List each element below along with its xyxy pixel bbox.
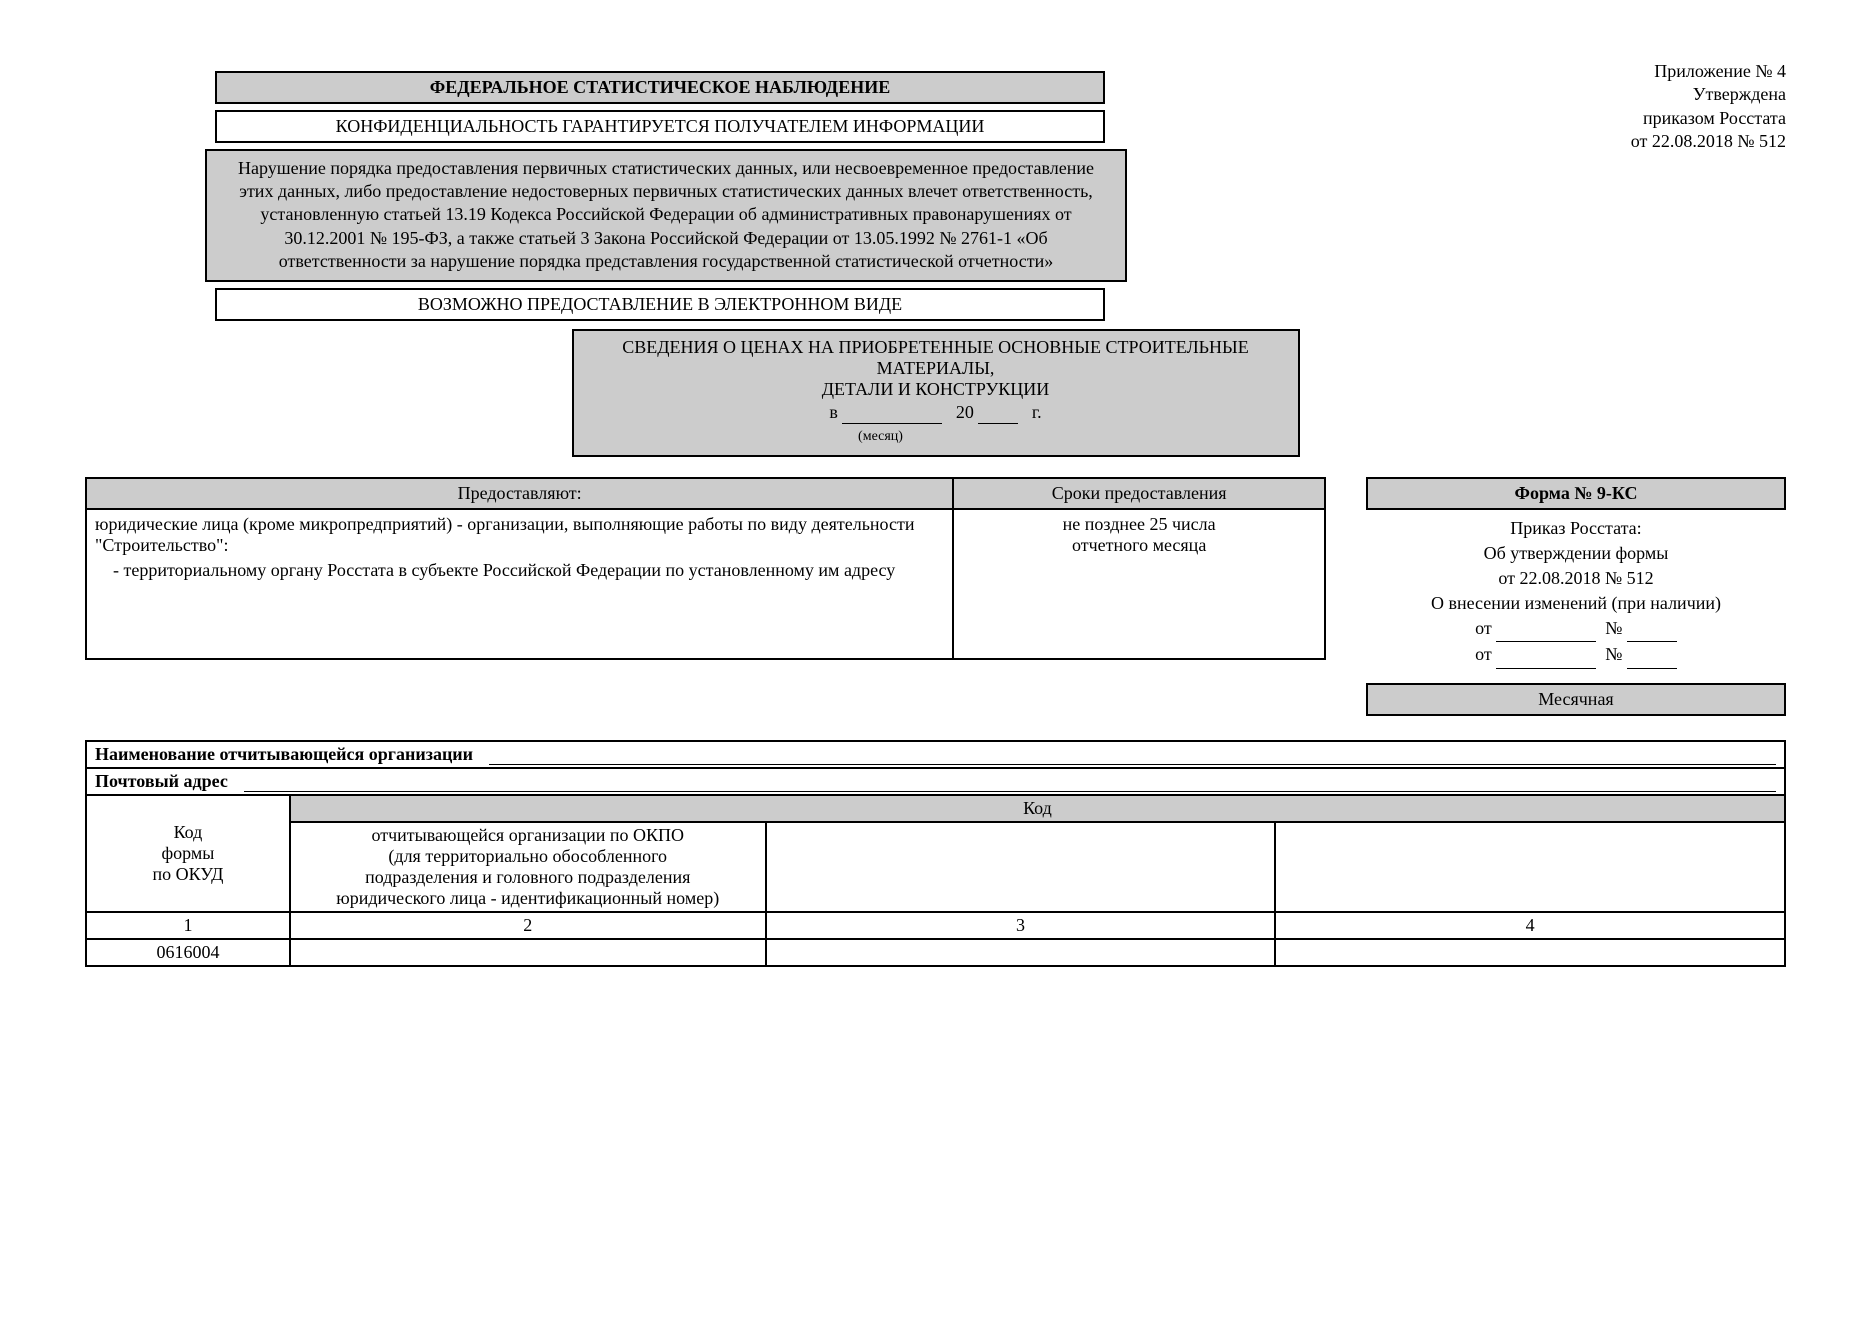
org-addr-field[interactable]: [244, 771, 1776, 792]
date-prefix: в: [829, 402, 838, 422]
code-col4-blank[interactable]: [1275, 822, 1785, 912]
okud-label-cell: Код формы по ОКУД: [86, 795, 290, 912]
org-name-label: Наименование отчитывающейся организации: [87, 742, 481, 767]
month-sub-label: (месяц): [831, 429, 931, 445]
colnum-2: 2: [290, 912, 766, 939]
form-line-4: О внесении изменений (при наличии): [1370, 591, 1782, 616]
form-date-blank-2[interactable]: [1496, 642, 1596, 668]
year-prefix: 20: [956, 402, 974, 422]
colnum-3: 3: [766, 912, 1276, 939]
provide-deadline-cell: не позднее 25 числа отчетного месяца: [953, 509, 1325, 659]
federal-title-box: ФЕДЕРАЛЬНОЕ СТАТИСТИЧЕСКОЕ НАБЛЮДЕНИЕ: [215, 71, 1105, 104]
federal-title-text: ФЕДЕРАЛЬНОЕ СТАТИСТИЧЕСКОЕ НАБЛЮДЕНИЕ: [430, 77, 890, 97]
form-box: Форма № 9-КС Приказ Росстата: Об утвержд…: [1366, 477, 1786, 716]
provide-col2-header: Сроки предоставления: [953, 478, 1325, 509]
form-num-blank-2[interactable]: [1627, 642, 1677, 668]
form-line-3: от 22.08.2018 № 512: [1370, 566, 1782, 591]
form-num-blank-1[interactable]: [1627, 616, 1677, 642]
provide-col1-header: Предоставляют:: [86, 478, 953, 509]
form-body: Приказ Росстата: Об утверждении формы от…: [1366, 510, 1786, 679]
provide-table-wrap: Предоставляют: Сроки предоставления юрид…: [85, 477, 1326, 660]
main-title-line-1: СВЕДЕНИЯ О ЦЕНАХ НА ПРИОБРЕТЕННЫЕ ОСНОВН…: [586, 337, 1286, 379]
okud-value: 0616004: [86, 939, 290, 966]
org-name-field[interactable]: [489, 744, 1776, 765]
code3-value[interactable]: [766, 939, 1276, 966]
date-line: в 20 г.: [586, 402, 1286, 424]
deadline-line-2: отчетного месяца: [962, 535, 1316, 556]
form-number: Форма № 9-КС: [1366, 477, 1786, 510]
confidentiality-box: КОНФИДЕНЦИАЛЬНОСТЬ ГАРАНТИРУЕТСЯ ПОЛУЧАТ…: [215, 110, 1105, 143]
header-area: ФЕДЕРАЛЬНОЕ СТАТИСТИЧЕСКОЕ НАБЛЮДЕНИЕ КО…: [85, 71, 1786, 457]
code4-value[interactable]: [1275, 939, 1785, 966]
electronic-box: ВОЗМОЖНО ПРЕДОСТАВЛЕНИЕ В ЭЛЕКТРОННОМ ВИ…: [215, 288, 1105, 321]
provide-body-line-2: - территориальному органу Росстата в суб…: [113, 560, 944, 581]
electronic-text: ВОЗМОЖНО ПРЕДОСТАВЛЕНИЕ В ЭЛЕКТРОННОМ ВИ…: [418, 294, 902, 314]
main-title-line-2: ДЕТАЛИ И КОНСТРУКЦИИ: [586, 379, 1286, 400]
code-col3-blank[interactable]: [766, 822, 1276, 912]
row-tables: Предоставляют: Сроки предоставления юрид…: [85, 477, 1786, 716]
date-suffix: г.: [1032, 402, 1042, 422]
form-date-blank-1[interactable]: [1496, 616, 1596, 642]
form-line-1: Приказ Росстата:: [1370, 516, 1782, 541]
confidentiality-text: КОНФИДЕНЦИАЛЬНОСТЬ ГАРАНТИРУЕТСЯ ПОЛУЧАТ…: [336, 116, 985, 136]
okpo-value[interactable]: [290, 939, 766, 966]
form-periodicity: Месячная: [1366, 683, 1786, 716]
form-line-2: Об утверждении формы: [1370, 541, 1782, 566]
year-blank[interactable]: [978, 402, 1018, 424]
org-table: Наименование отчитывающейся организации …: [85, 740, 1786, 967]
code-header: Код: [290, 795, 1785, 822]
provide-body-cell: юридические лица (кроме микропредприятий…: [86, 509, 953, 659]
month-blank[interactable]: [842, 402, 942, 424]
form-blank-row-1: от №: [1370, 616, 1782, 642]
colnum-1: 1: [86, 912, 290, 939]
provide-body-line-1: юридические лица (кроме микропредприятий…: [95, 514, 944, 556]
org-addr-label: Почтовый адрес: [87, 769, 236, 794]
okpo-label-cell: отчитывающейся организации по ОКПО (для …: [290, 822, 766, 912]
violation-box: Нарушение порядка предоставления первичн…: [205, 149, 1127, 282]
colnum-4: 4: [1275, 912, 1785, 939]
main-title-box: СВЕДЕНИЯ О ЦЕНАХ НА ПРИОБРЕТЕННЫЕ ОСНОВН…: [572, 329, 1300, 457]
violation-text: Нарушение порядка предоставления первичн…: [238, 158, 1094, 272]
form-blank-row-2: от №: [1370, 642, 1782, 668]
provide-table: Предоставляют: Сроки предоставления юрид…: [85, 477, 1326, 660]
deadline-line-1: не позднее 25 числа: [962, 514, 1316, 535]
